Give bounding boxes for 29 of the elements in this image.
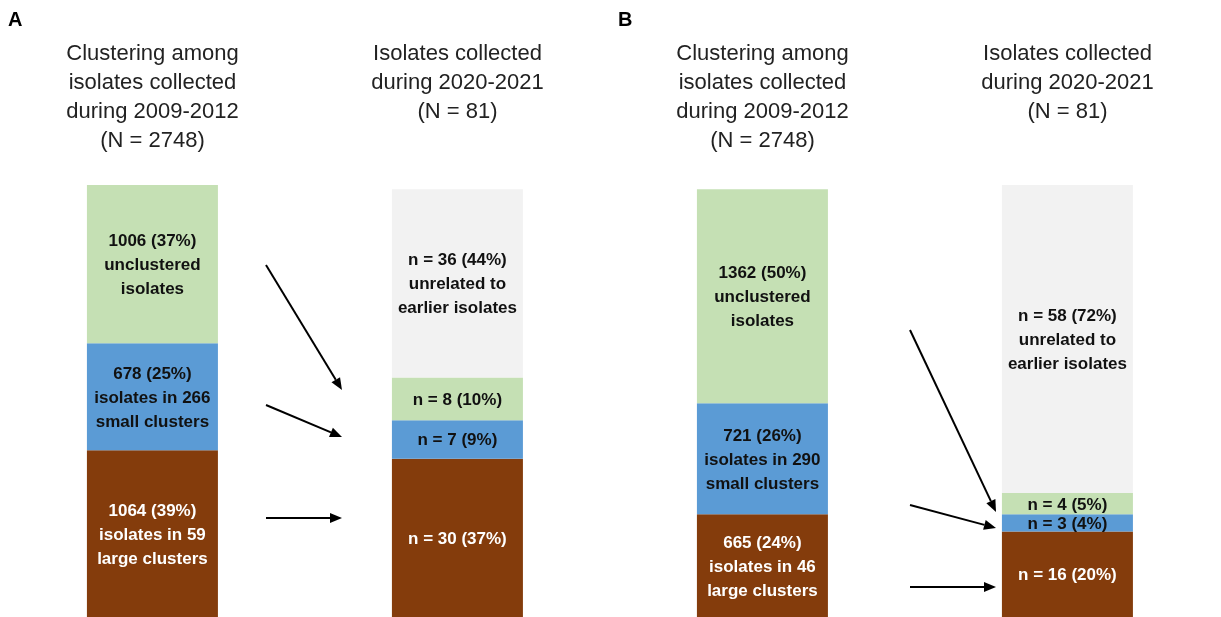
data-label: 678 (25%) isolates in 266 small clusters xyxy=(94,363,211,431)
data-label: n = 16 (20%) xyxy=(1018,565,1117,585)
x-tick-label: Clustering among isolates collected during 2009-2012 (N = 2748) xyxy=(66,40,239,152)
bar xyxy=(391,377,523,421)
chart-title: A xyxy=(8,8,23,31)
data-label: n = 58 (72%) unrelated to earlier isolates xyxy=(1007,305,1127,373)
data-label: n = 4 (5%) xyxy=(1027,494,1108,514)
data-label: 1362 (50%) unclustered isolates xyxy=(714,263,811,331)
bar xyxy=(86,450,218,617)
bar xyxy=(391,189,523,378)
bar xyxy=(391,420,523,459)
bar xyxy=(696,189,828,404)
bar xyxy=(391,458,523,617)
data-label: 665 (24%) isolates in 46 large clusters xyxy=(707,532,818,600)
bar xyxy=(1001,185,1133,493)
x-tick-label: Isolates collected during 2020-2021 (N = 81) xyxy=(371,40,544,123)
data-label: 721 (26%) isolates in 290 small clusters xyxy=(704,425,821,493)
x-tick-label: Clustering among isolates collected during 2009-2012 (N = 2748) xyxy=(676,40,849,152)
bar xyxy=(1001,531,1133,617)
data-label: 1064 (39%) isolates in 59 large clusters xyxy=(97,500,208,568)
data-label: n = 3 (4%) xyxy=(1027,513,1108,533)
data-label: n = 30 (37%) xyxy=(408,528,507,548)
data-label: 1006 (37%) unclustered isolates xyxy=(104,231,201,299)
data-label: n = 8 (10%) xyxy=(412,389,503,409)
chart-title: B xyxy=(618,8,633,31)
data-label: n = 7 (9%) xyxy=(417,430,498,450)
x-tick-label: Isolates collected during 2020-2021 (N = 81) xyxy=(981,40,1154,123)
data-label: n = 36 (44%) unrelated to earlier isolates xyxy=(397,250,517,318)
bar xyxy=(86,185,218,344)
